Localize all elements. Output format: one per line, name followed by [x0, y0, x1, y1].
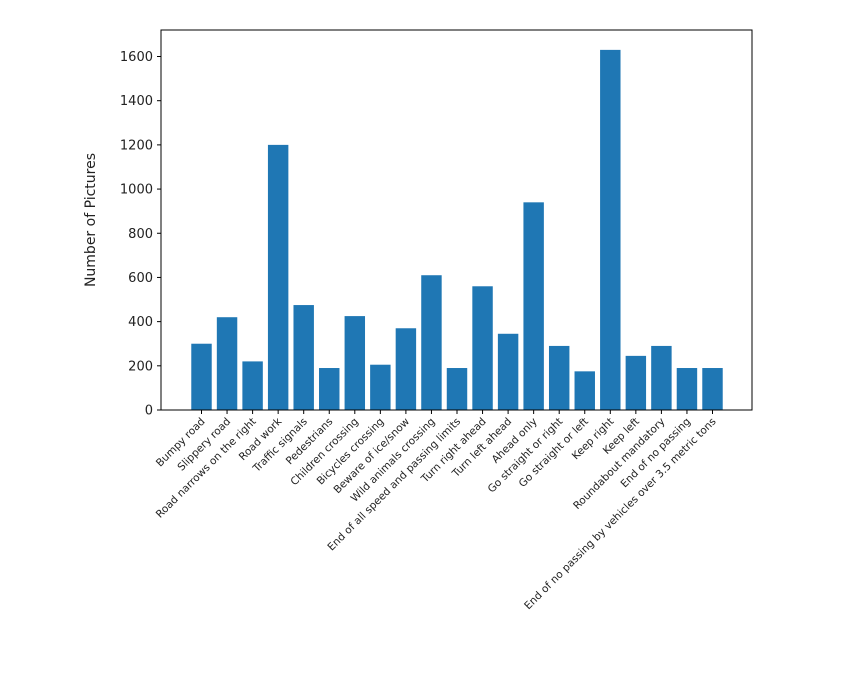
bar: [319, 368, 340, 410]
bar: [446, 368, 468, 410]
y-tick-label: 1600: [120, 50, 153, 65]
y-axis-label: Number of Pictures: [83, 153, 99, 287]
y-tick-label: 1400: [120, 94, 153, 109]
x-tick-label: Road narrows on the right: [154, 416, 259, 521]
bar: [242, 361, 263, 410]
y-tick-label: 1000: [120, 183, 153, 198]
bar: [421, 275, 442, 410]
y-tick-label: 200: [128, 359, 153, 374]
y-tick-label: 400: [128, 315, 153, 330]
bar: [625, 355, 647, 410]
bar: [651, 345, 672, 410]
y-tick-label: 800: [128, 227, 153, 242]
bar: [600, 49, 621, 410]
bar: [370, 364, 391, 410]
bar: [216, 317, 238, 410]
plot-frame: [160, 29, 753, 411]
bar: [293, 305, 314, 410]
bar: [497, 333, 519, 410]
y-tick-label: 1200: [120, 138, 153, 153]
bar: [344, 316, 366, 410]
bar: [472, 286, 493, 410]
bar: [523, 202, 544, 410]
bar: [676, 368, 698, 410]
bar: [702, 368, 723, 410]
y-tick-label: 600: [128, 271, 153, 286]
bar: [548, 345, 570, 410]
bar: [267, 144, 289, 410]
bar: [395, 328, 417, 410]
y-tick-label: 0: [145, 404, 153, 419]
bar: [191, 343, 212, 410]
bar: [574, 371, 595, 410]
y-axis: 0 200 400 600 800 1000 1200 1400 1600: [120, 50, 161, 419]
bars-group: [191, 49, 723, 410]
